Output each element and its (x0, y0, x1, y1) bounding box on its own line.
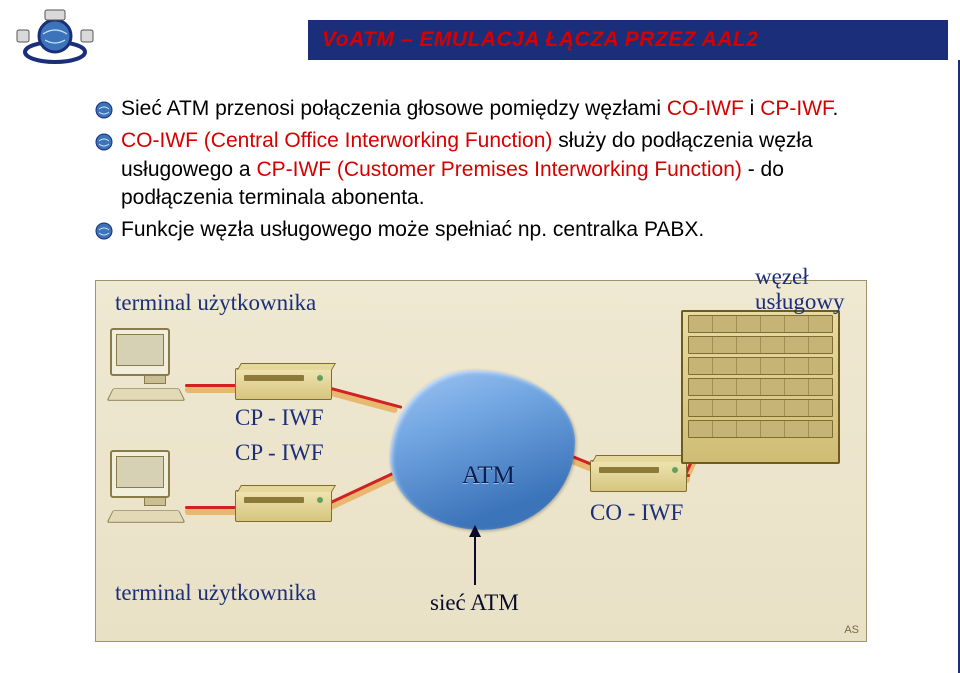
label-terminal-bottom: terminal użytkownika (115, 580, 316, 606)
label-node: węzeł usługowy (755, 264, 875, 315)
text: i (744, 97, 760, 120)
bullet-2: CO-IWF (Central Office Interworking Func… (95, 127, 895, 212)
label-cp-iwf-1: CP - IWF (235, 405, 324, 431)
bullet-icon (95, 101, 113, 119)
bullet-1: Sieć ATM przenosi połączenia głosowe pom… (95, 95, 895, 123)
logo-icon (15, 8, 95, 68)
network-diagram: ATM terminal użytkownika CP - IWF CP - I… (95, 280, 865, 640)
text-red: CO-IWF (667, 97, 744, 120)
user-terminal-top (110, 328, 200, 408)
text-red: CP-IWF (760, 97, 832, 120)
service-node-rack (681, 310, 840, 464)
atm-cloud: ATM (390, 370, 575, 530)
text: Sieć ATM przenosi połączenia głosowe pom… (121, 97, 667, 120)
cp-iwf-device-top (235, 368, 332, 400)
bullet-list: Sieć ATM przenosi połączenia głosowe pom… (95, 95, 895, 249)
text: . (833, 97, 839, 120)
co-iwf-device (590, 460, 687, 492)
bullet-3: Funkcje węzła usługowego może spełniać n… (95, 216, 895, 244)
bullet-icon (95, 133, 113, 151)
corner-mark: AS (844, 624, 859, 636)
text-red: CP-IWF (Customer Premises Interworking F… (256, 158, 741, 181)
bullet-icon (95, 222, 113, 240)
bullet-2-text: CO-IWF (Central Office Interworking Func… (121, 127, 895, 212)
title-bar: VoATM – EMULACJA ŁĄCZA PRZEZ AAL2 (308, 20, 948, 60)
label-co-iwf: CO - IWF (590, 500, 683, 526)
label-terminal-top: terminal użytkownika (115, 290, 316, 316)
cloud-label: ATM (462, 462, 515, 490)
cp-iwf-device-bottom (235, 490, 332, 522)
label-cp-iwf-2: CP - IWF (235, 440, 324, 466)
label-atm-net: sieć ATM (430, 590, 519, 616)
user-terminal-bottom (110, 450, 200, 530)
arrow-up-icon (465, 525, 485, 585)
bullet-3-text: Funkcje węzła usługowego może spełniać n… (121, 216, 704, 244)
page-title: VoATM – EMULACJA ŁĄCZA PRZEZ AAL2 (322, 28, 759, 52)
text-red: CO-IWF (Central Office Interworking Func… (121, 129, 552, 152)
bullet-1-text: Sieć ATM przenosi połączenia głosowe pom… (121, 95, 838, 123)
